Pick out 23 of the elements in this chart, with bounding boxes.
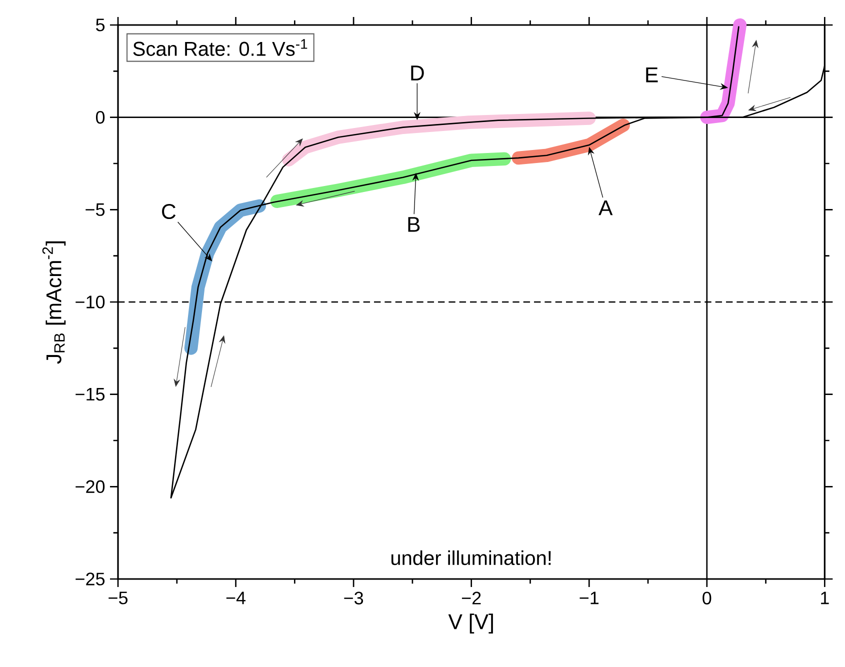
x-tick-label: −2 xyxy=(462,592,481,604)
y-axis-title: J$_{RB}$ [mAcm$^{-2}$] xyxy=(42,241,66,364)
annotation: C xyxy=(162,204,176,220)
y-tick-label: −10 xyxy=(76,296,105,308)
x-tick-label: 0 xyxy=(702,592,712,604)
y-tick-label: 5 xyxy=(96,18,105,32)
x-tick-label: −4 xyxy=(226,592,246,604)
x-axis-title: V [V] xyxy=(448,614,493,634)
x-tick-label: −1 xyxy=(580,592,599,604)
annotation: under illumination! xyxy=(391,550,551,566)
x-tick-label: −5 xyxy=(108,592,128,604)
annotation: D xyxy=(411,66,424,80)
annotation: E xyxy=(646,68,658,82)
annotation: Scan Rate: 0.1 Vs$^{-1}$ xyxy=(133,39,308,56)
y-tick-label: −5 xyxy=(86,203,105,216)
x-tick-label: 1 xyxy=(821,592,829,604)
y-tick-label: −25 xyxy=(76,572,105,586)
y-tick-label: −15 xyxy=(76,388,105,401)
y-tick-label: −20 xyxy=(76,480,105,494)
annotation: B xyxy=(408,217,420,232)
y-tick-label: 0 xyxy=(96,110,105,124)
x-tick-label: −3 xyxy=(344,592,364,604)
annotation: A xyxy=(598,200,613,216)
